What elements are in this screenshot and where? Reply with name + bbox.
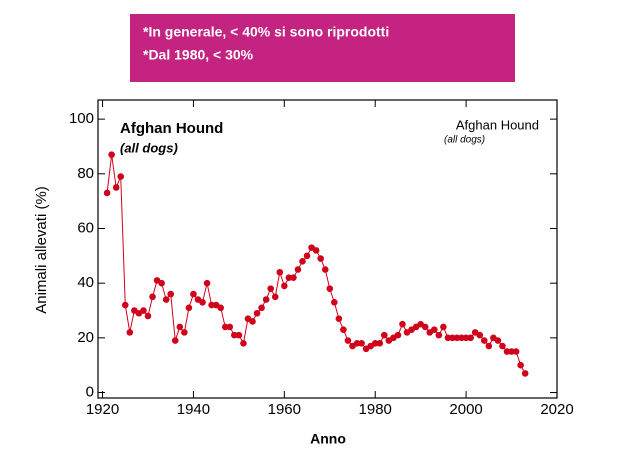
y-tick-label: 20 xyxy=(77,329,94,346)
data-point xyxy=(217,304,225,312)
data-point xyxy=(317,255,324,262)
data-point xyxy=(149,293,156,301)
data-point xyxy=(503,348,511,355)
data-point xyxy=(185,304,193,312)
banner-line: *In generale, < 40% si sono riprodotti xyxy=(143,24,389,40)
data-point xyxy=(121,301,129,309)
data-point xyxy=(276,268,284,276)
data-point xyxy=(285,274,293,282)
data-point xyxy=(371,340,379,347)
data-point xyxy=(312,247,320,254)
banner-box xyxy=(130,14,515,82)
data-point xyxy=(521,370,529,377)
data-point xyxy=(240,340,247,347)
data-point xyxy=(421,323,429,331)
data-point xyxy=(440,323,447,331)
data-point xyxy=(203,279,211,287)
data-point xyxy=(512,348,520,355)
data-point xyxy=(499,342,506,350)
data-point xyxy=(167,290,175,298)
data-point xyxy=(494,337,502,344)
data-point xyxy=(331,299,338,306)
y-tick-label: 0 xyxy=(86,384,94,401)
data-point xyxy=(430,326,438,333)
data-point xyxy=(117,173,125,180)
data-point xyxy=(467,334,474,342)
data-point xyxy=(176,323,184,331)
data-point xyxy=(231,331,238,339)
data-point xyxy=(281,282,288,290)
y-tick-label: 40 xyxy=(77,274,94,291)
data-point xyxy=(226,323,234,331)
data-point xyxy=(171,337,179,344)
data-point xyxy=(358,340,365,347)
plot-frame xyxy=(97,99,558,399)
data-point xyxy=(458,334,465,342)
data-point xyxy=(208,301,215,309)
data-point xyxy=(158,279,165,287)
data-point xyxy=(258,304,265,312)
data-point xyxy=(326,285,334,292)
y-tick-label: 80 xyxy=(77,165,94,182)
data-point xyxy=(144,312,152,320)
data-point xyxy=(103,189,111,197)
data-point xyxy=(140,307,147,314)
data-point xyxy=(353,340,361,347)
y-tick-label: 100 xyxy=(69,110,94,127)
annotation: Afghan Hound xyxy=(456,117,539,132)
x-tick-label: 2000 xyxy=(449,401,482,418)
data-point xyxy=(190,290,197,298)
chart-subtitle: (all dogs) xyxy=(120,140,178,155)
data-point xyxy=(394,331,402,339)
data-point xyxy=(321,266,329,273)
data-point xyxy=(435,331,443,339)
data-point xyxy=(294,266,302,273)
data-point xyxy=(444,334,452,342)
data-point xyxy=(112,184,120,191)
data-point xyxy=(162,296,170,303)
data-point xyxy=(476,331,484,339)
data-point xyxy=(381,331,388,339)
data-point xyxy=(517,361,524,369)
data-point xyxy=(253,309,261,317)
x-tick-label: 1940 xyxy=(177,401,210,418)
data-point xyxy=(344,337,352,344)
chart-title: Afghan Hound xyxy=(120,120,223,137)
data-point xyxy=(181,329,188,336)
data-point xyxy=(290,274,297,282)
data-point xyxy=(262,296,270,303)
data-point xyxy=(508,348,515,355)
data-point xyxy=(449,334,456,342)
data-point xyxy=(399,320,406,328)
data-point xyxy=(249,318,256,325)
data-point xyxy=(462,334,470,342)
data-point xyxy=(235,331,243,339)
y-axis-label: Animali allevati (%) xyxy=(33,186,50,314)
x-tick-label: 1980 xyxy=(359,401,392,418)
data-point xyxy=(485,342,493,350)
x-tick-label: 1920 xyxy=(86,401,119,418)
data-point xyxy=(126,329,134,336)
data-point xyxy=(271,293,279,301)
x-axis-label: Anno xyxy=(310,431,346,447)
y-tick-label: 60 xyxy=(77,219,94,236)
data-point xyxy=(303,252,311,260)
annotation-subtitle: (all dogs) xyxy=(444,135,485,146)
data-point xyxy=(267,285,274,292)
data-point xyxy=(453,334,461,342)
data-point xyxy=(480,337,488,344)
data-point xyxy=(199,299,206,306)
data-point xyxy=(221,323,229,331)
banner-line: *Dal 1980, < 30% xyxy=(143,47,254,63)
data-point xyxy=(335,315,343,323)
x-tick-label: 1960 xyxy=(268,401,301,418)
data-point xyxy=(340,326,347,333)
data-point xyxy=(299,258,306,265)
data-point xyxy=(376,340,384,347)
x-tick-label: 2020 xyxy=(540,401,573,418)
data-point xyxy=(108,151,115,158)
